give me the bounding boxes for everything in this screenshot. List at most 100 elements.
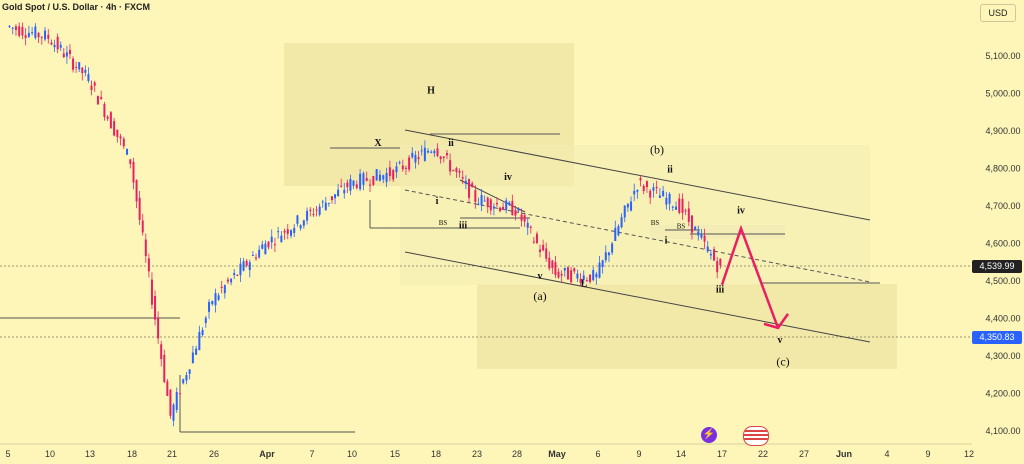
candle-body bbox=[242, 261, 245, 271]
candle-body bbox=[554, 262, 557, 275]
candle-body bbox=[178, 393, 181, 395]
projection-arrowhead bbox=[763, 313, 790, 330]
candle-body bbox=[355, 184, 358, 188]
lightning-icon[interactable]: ⚡ bbox=[701, 427, 717, 443]
candle-body bbox=[208, 301, 211, 312]
candle-body bbox=[185, 375, 188, 381]
candle-body bbox=[517, 208, 520, 211]
candle-body bbox=[318, 206, 321, 215]
candle-body bbox=[716, 261, 719, 273]
candle-body bbox=[204, 317, 207, 324]
candle-body bbox=[195, 348, 198, 355]
candle-body bbox=[563, 267, 566, 271]
candle-body bbox=[486, 197, 489, 208]
y-tick-label: 4,100.00 bbox=[985, 426, 1020, 436]
x-tick-label: May bbox=[548, 449, 566, 459]
candle-body bbox=[267, 241, 270, 248]
candle-body bbox=[75, 66, 78, 68]
candle-body bbox=[31, 32, 34, 34]
candle-body bbox=[343, 189, 346, 194]
us-flag-icon[interactable] bbox=[743, 426, 769, 446]
candle-body bbox=[433, 150, 436, 154]
candle-body bbox=[700, 234, 703, 238]
candle-body bbox=[226, 279, 229, 282]
candle-body bbox=[477, 203, 480, 205]
candle-body bbox=[595, 273, 598, 278]
x-tick-label: 7 bbox=[309, 449, 314, 459]
candle-body bbox=[349, 179, 352, 191]
candle-body bbox=[309, 209, 312, 211]
candle-body bbox=[8, 25, 11, 27]
candle-body bbox=[150, 279, 153, 305]
candle-body bbox=[119, 136, 122, 139]
candle-body bbox=[261, 244, 264, 249]
candle-body bbox=[458, 171, 461, 173]
candle-body bbox=[542, 244, 545, 251]
candle-body bbox=[589, 274, 592, 283]
candle-body bbox=[703, 235, 706, 242]
candle-body bbox=[65, 52, 68, 57]
candle-body bbox=[113, 121, 116, 136]
candle-body bbox=[217, 295, 220, 300]
candle-body bbox=[201, 329, 204, 335]
candle-body bbox=[694, 226, 697, 230]
wave-label: ii bbox=[448, 138, 454, 149]
candle-body bbox=[626, 203, 629, 208]
candle-body bbox=[211, 301, 214, 305]
candle-body bbox=[378, 174, 381, 181]
candle-body bbox=[483, 200, 486, 202]
y-tick-label: 5,000.00 bbox=[985, 89, 1020, 99]
candle-body bbox=[126, 148, 129, 155]
candle-body bbox=[436, 148, 439, 156]
x-tick-label: 26 bbox=[209, 449, 219, 459]
wave-label: BS bbox=[677, 223, 686, 231]
candle-body bbox=[306, 210, 309, 221]
candle-body bbox=[68, 49, 71, 55]
candle-body bbox=[96, 96, 99, 105]
candle-body bbox=[11, 27, 14, 29]
candle-body bbox=[280, 235, 283, 243]
candle-body bbox=[220, 286, 223, 289]
candle-body bbox=[480, 195, 483, 206]
x-tick-label: 14 bbox=[676, 449, 686, 459]
x-tick-label: 9 bbox=[636, 449, 641, 459]
candle-body bbox=[169, 389, 172, 416]
candle-body bbox=[103, 103, 106, 117]
candle-body bbox=[649, 190, 652, 198]
wave-label: i bbox=[665, 236, 668, 247]
candle-body bbox=[687, 208, 690, 222]
candle-body bbox=[639, 177, 642, 181]
candle-body bbox=[502, 206, 505, 210]
candle-body bbox=[671, 206, 674, 208]
candle-body bbox=[532, 241, 535, 243]
candle-body bbox=[264, 243, 267, 255]
candle-body bbox=[585, 280, 588, 282]
candle-body bbox=[655, 186, 658, 189]
wave-label: iv bbox=[737, 206, 745, 217]
candle-body bbox=[529, 226, 532, 228]
candle-body bbox=[566, 267, 569, 280]
x-tick-label: 12 bbox=[964, 449, 974, 459]
candle-body bbox=[321, 201, 324, 203]
candle-body bbox=[369, 184, 372, 186]
candle-body bbox=[299, 225, 302, 229]
candle-body bbox=[570, 270, 573, 283]
candle-body bbox=[362, 173, 365, 185]
candle-body bbox=[157, 317, 160, 339]
wave-label: ii bbox=[667, 164, 673, 175]
candle-body bbox=[132, 161, 135, 183]
wave-label: BS bbox=[439, 219, 448, 227]
candle-body bbox=[414, 155, 417, 163]
candle-body bbox=[468, 179, 471, 198]
candle-body bbox=[14, 26, 17, 30]
currency-button[interactable]: USD bbox=[980, 4, 1016, 22]
candle-body bbox=[312, 214, 315, 216]
candle-body bbox=[675, 206, 678, 210]
y-tick-label: 4,500.00 bbox=[985, 276, 1020, 286]
candle-body bbox=[239, 263, 242, 276]
y-tick-label: 4,400.00 bbox=[985, 314, 1020, 324]
candle-body bbox=[129, 159, 132, 164]
candle-body bbox=[495, 202, 498, 205]
candle-body bbox=[520, 214, 523, 221]
